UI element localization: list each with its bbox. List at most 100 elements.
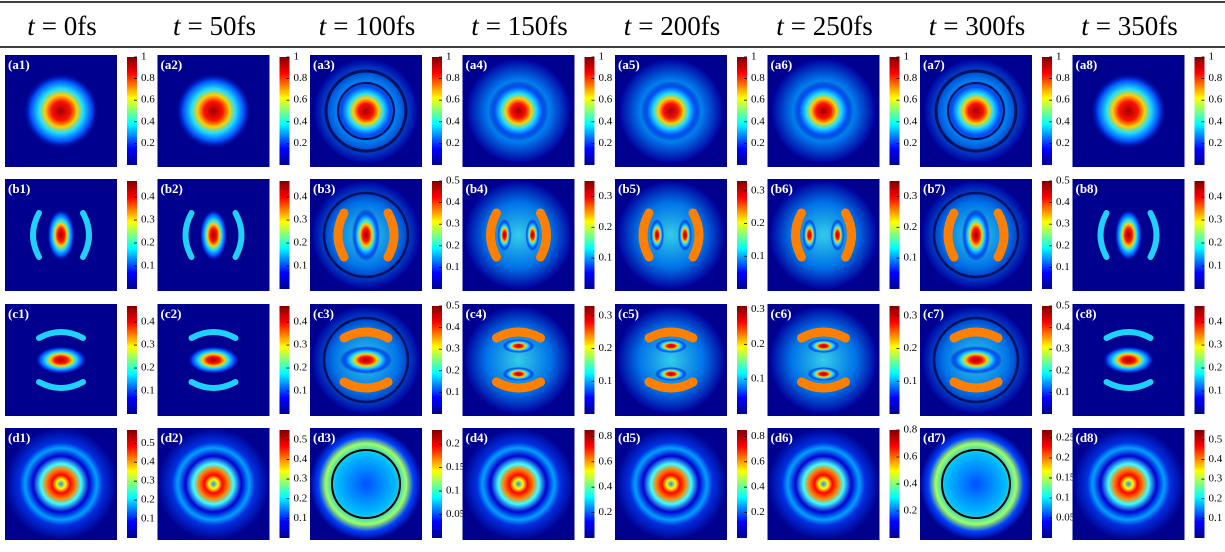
core	[946, 81, 1006, 141]
column-header: t= 150fs	[471, 11, 568, 41]
split-lobe	[678, 219, 692, 251]
core	[489, 81, 549, 141]
split-lobe	[655, 367, 687, 381]
time-label: = 50fs	[188, 11, 256, 41]
figure: t= 0fst= 50fst= 100fst= 150fst= 200fst= …	[0, 0, 1225, 552]
colorbar	[432, 57, 442, 165]
time-label: = 0fs	[42, 11, 97, 41]
colorbar-tick-label: 0.6	[904, 451, 918, 463]
colorbar-tick-label: 0.6	[904, 94, 918, 106]
column-header: t= 250fs	[776, 11, 873, 41]
colorbar-tick-label: 0.2	[599, 221, 613, 233]
core	[340, 346, 392, 374]
colorbar-tick-label: 0.8	[751, 72, 765, 84]
halo	[770, 306, 878, 414]
colorbar-tick-label: 0.1	[751, 250, 765, 262]
colorbar-tick-label: 0.3	[904, 309, 918, 321]
time-symbol: t	[173, 11, 182, 41]
time-symbol: t	[1081, 11, 1090, 41]
colorbar-tick-label: 0.1	[599, 252, 613, 264]
colorbar-tick-label: 0.4	[599, 115, 613, 127]
colorbar-tick-label: 0.4	[904, 115, 918, 127]
core	[200, 209, 228, 261]
colorbar-tick-label: 0.8	[599, 72, 613, 84]
colorbar-tick-label: 0.2	[294, 362, 308, 374]
colorbar-tick-label: 0.4	[294, 316, 308, 328]
split-lobe	[831, 219, 845, 251]
column-header: t= 350fs	[1081, 11, 1178, 41]
colorbar-tick-label: 0.3	[446, 343, 460, 355]
panel-label: (c5)	[618, 306, 639, 321]
colorbar-tick-label: 0.2	[446, 438, 460, 450]
column-header: t= 0fs	[27, 11, 97, 41]
panel-label: (a2)	[161, 57, 183, 72]
colorbar-tick-label: 0.3	[599, 309, 613, 321]
colorbar-tick-label: 0.2	[1209, 362, 1223, 374]
core	[23, 73, 99, 149]
colorbar-tick-label: 0.2	[904, 342, 918, 354]
colorbar-tick-label: 0.2	[751, 217, 765, 229]
panel-label: (a5)	[618, 57, 640, 72]
colorbar-tick-label: 0.2	[904, 221, 918, 233]
colorbar-tick-label: 0.3	[1209, 473, 1223, 485]
core	[1103, 346, 1155, 374]
colorbar-tick-label: 0.1	[446, 261, 460, 273]
colorbar-tick-label: 0.3	[141, 339, 155, 351]
colorbar-tick-label: 0.3	[751, 184, 765, 196]
colorbar-tick-label: 0.2	[599, 506, 613, 518]
colorbar	[737, 430, 747, 538]
halo	[465, 181, 573, 289]
panel-label: (d4)	[466, 430, 488, 445]
colorbar	[127, 57, 137, 165]
colorbar-tick-label: 0.4	[141, 456, 155, 468]
colorbar-tick-label: 0.2	[141, 237, 155, 249]
colorbar-tick-label: 1	[1209, 51, 1215, 63]
core	[1091, 73, 1167, 149]
colorbar-tick-label: 0.2	[751, 506, 765, 518]
panel-label: (c2)	[161, 306, 182, 321]
colorbar-tick-label: 0.3	[1209, 214, 1223, 226]
colorbar-tick-label: 0.6	[1056, 94, 1070, 106]
colorbar-tick-label: 0.4	[1209, 453, 1223, 465]
colorbar	[1195, 57, 1205, 165]
colorbar-tick-label: 0.2	[904, 137, 918, 149]
colorbar-tick-label: 0.4	[294, 453, 308, 465]
panel-label: (c6)	[771, 306, 792, 321]
colorbar-tick-label: 0.2	[904, 505, 918, 517]
colorbar-tick-label: 0.4	[904, 478, 918, 490]
split-lobe	[498, 219, 512, 251]
colorbar-tick-label: 0.1	[1209, 385, 1223, 397]
panel-label: (b4)	[466, 181, 488, 196]
colorbar-tick-label: 0.3	[141, 475, 155, 487]
colorbar-tick-label: 0.5	[294, 433, 308, 445]
colorbar-tick-label: 0.3	[1056, 218, 1070, 230]
split-lobe	[503, 339, 535, 353]
colorbar-tick-label: 0.2	[599, 137, 613, 149]
colorbar-tick-label: 0.6	[446, 94, 460, 106]
colorbar-tick-label: 1	[446, 51, 452, 63]
colorbar	[890, 306, 900, 414]
colorbar-tick-label: 0.1	[294, 512, 308, 524]
colorbar	[737, 181, 747, 289]
colorbar	[737, 57, 747, 165]
panel-label: (a3)	[313, 57, 335, 72]
colorbar-tick-label: 0.2	[141, 494, 155, 506]
core	[962, 209, 990, 261]
colorbar-tick-label: 0.6	[599, 94, 613, 106]
colorbar	[432, 430, 442, 538]
time-symbol: t	[27, 11, 36, 41]
core	[336, 81, 396, 141]
colorbar-tick-label: 0.5	[1056, 175, 1070, 187]
core	[794, 81, 854, 141]
colorbar-tick-label: 0.4	[1209, 115, 1223, 127]
panel-label: (d6)	[771, 430, 793, 445]
colorbar-tick-label: 0.2	[1209, 492, 1223, 504]
colorbar-tick-label: 0.6	[751, 455, 765, 467]
colorbar-tick-label: 0.2	[294, 237, 308, 249]
colorbar-tick-label: 0.4	[1209, 316, 1223, 328]
colorbar-tick-label: 0.3	[294, 214, 308, 226]
panel-label: (b6)	[771, 181, 793, 196]
colorbar-tick-label: 0.3	[294, 473, 308, 485]
colorbar-tick-label: 0.1	[294, 260, 308, 272]
colorbar-tick-label: 0.1	[1056, 492, 1070, 504]
